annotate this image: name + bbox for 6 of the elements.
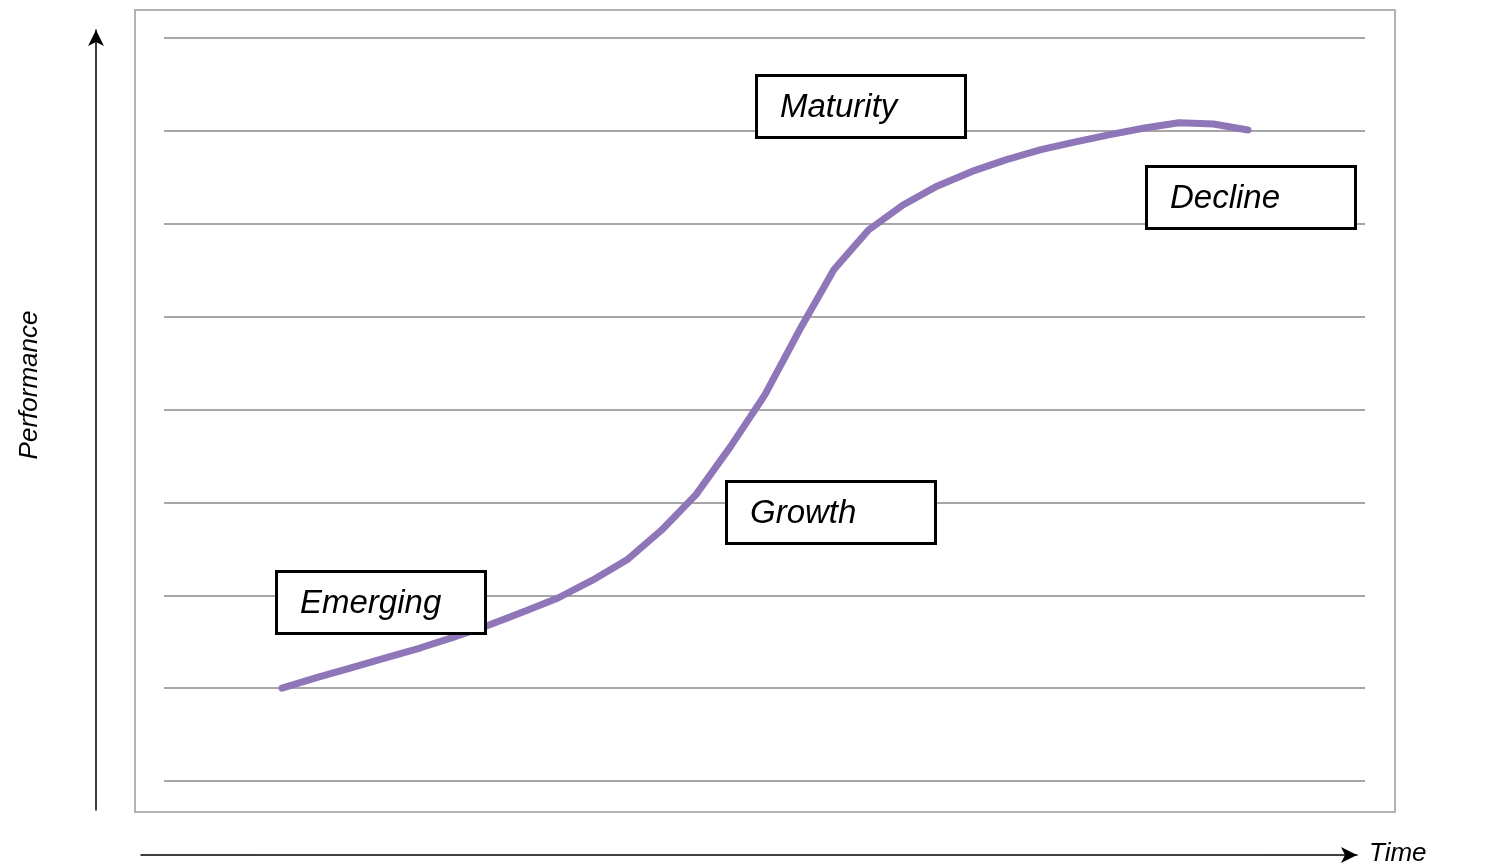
x-axis-title: Time — [1369, 837, 1427, 867]
annotation: Decline — [1170, 178, 1281, 216]
text: Performance — [12, 310, 44, 460]
annotation: Emerging — [300, 583, 442, 621]
annotation: Maturity — [780, 87, 898, 125]
annotation: Growth — [750, 493, 857, 531]
